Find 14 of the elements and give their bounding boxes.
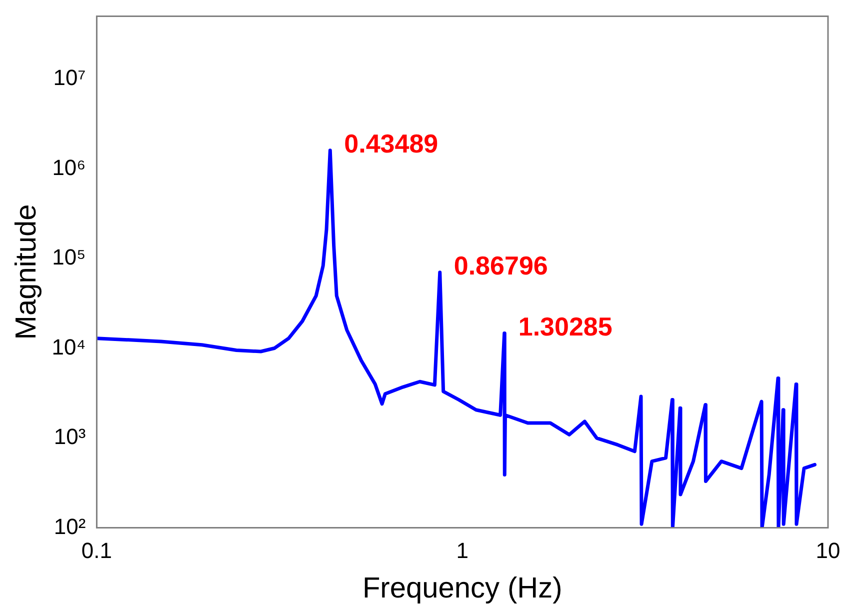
y-tick-label: 10⁷ [53,65,86,90]
x-tick-label: 0.1 [81,538,112,564]
annotation: 0.86796 [454,250,548,281]
y-tick-label: 10⁶ [52,154,86,180]
y-tick-label: 10⁵ [52,244,86,270]
y-tick-label: 10² [54,514,86,539]
y-axis-title: Magnitude [10,204,42,340]
annotation: 1.30285 [518,311,612,342]
annotation: 0.43489 [344,128,438,159]
x-tick-label: 1 [456,538,468,564]
y-tick-label: 10⁴ [52,334,86,360]
x-axis-title: Frequency (Hz) [362,572,562,605]
y-tick-label: 10³ [54,424,86,450]
x-tick-label: 10 [816,538,840,564]
